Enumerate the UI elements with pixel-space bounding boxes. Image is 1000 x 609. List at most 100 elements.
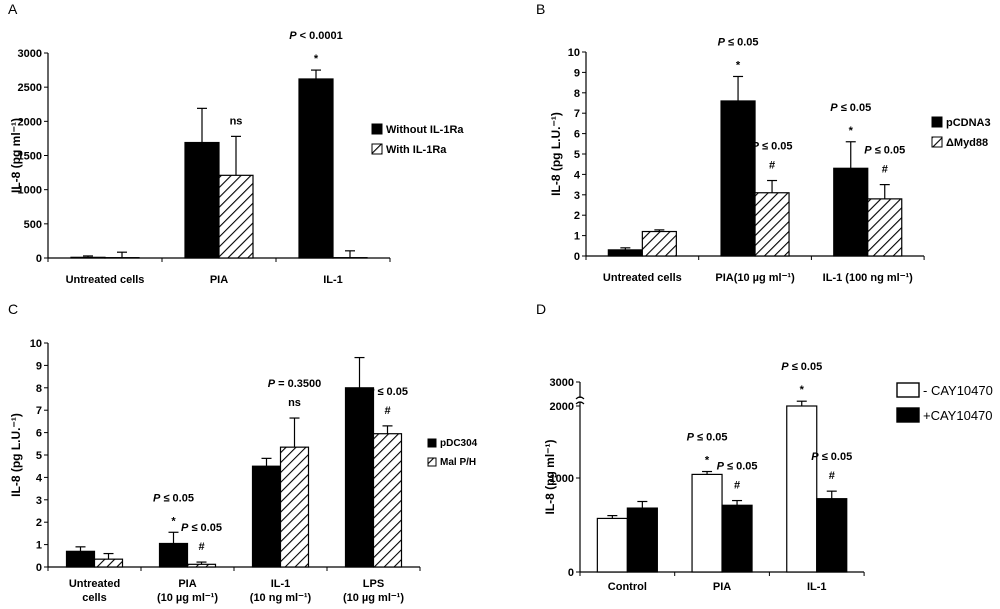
x-category-label: cells: [82, 592, 106, 604]
x-category-label: Untreated cells: [603, 272, 682, 284]
panel-a-chart: A 0 500 1000 1500 2000 2500 3000 IL-8 (pg ml⁻¹) U…: [8, 1, 464, 286]
y-tick-label: 10: [30, 338, 42, 350]
y-tick-label: 9: [574, 67, 580, 79]
legend-swatch: [371, 123, 383, 135]
significance-annotation: #: [198, 541, 204, 553]
x-category-label: LPS: [363, 578, 384, 590]
y-tick-label: 8: [36, 383, 42, 395]
legend-label: pCDNA3: [946, 117, 991, 129]
legend-swatch: [896, 407, 920, 423]
bar-mal-p-h: [93, 558, 124, 568]
significance-annotation: *: [849, 125, 854, 137]
bar-pcdna3: [833, 167, 869, 257]
significance-annotation: *: [736, 59, 741, 71]
legend-swatch: [931, 116, 943, 128]
significance-annotation: P ≤ 0.05: [752, 141, 793, 153]
y-tick-label: 0: [36, 562, 42, 574]
significance-annotation: *: [314, 53, 319, 65]
bar--cay10470: [721, 504, 753, 573]
y-tick-label: 0: [574, 251, 580, 263]
y-axis-label: IL-8 (pg L.U.⁻¹): [549, 112, 563, 196]
y-tick-label: 1000: [550, 473, 574, 485]
bar--cay10470: [786, 405, 818, 573]
y-tick-label: 1000: [18, 185, 42, 197]
x-category-label: Untreated cells: [66, 274, 145, 286]
bar-pdc304: [344, 387, 375, 568]
significance-annotation: P ≤ 0.05: [367, 386, 408, 398]
legend-swatch: [931, 136, 943, 148]
y-tick-label: 3000: [18, 48, 42, 60]
bar-pcdna3: [720, 100, 756, 257]
bar--myd88: [867, 198, 903, 257]
significance-annotation: #: [829, 470, 835, 482]
bar-with-il-1ra: [218, 174, 254, 259]
legend-label: +CAY10470: [923, 408, 993, 423]
y-tick-label: 0: [36, 253, 42, 265]
significance-annotation: P ≤ 0.05: [181, 522, 222, 534]
legend-label: Without IL-1Ra: [386, 124, 464, 136]
y-tick-label: 3: [574, 190, 580, 202]
y-axis-label: IL-8 (pg L.U.⁻¹): [9, 413, 23, 497]
significance-annotation: P = 0.3500: [268, 378, 322, 390]
significance-annotation: P ≤ 0.05: [687, 432, 728, 444]
significance-annotation: P ≤ 0.05: [864, 145, 905, 157]
significance-annotation: *: [705, 455, 710, 467]
y-tick-label: 4: [36, 472, 43, 484]
bar--myd88: [754, 192, 790, 257]
y-tick-label: 10: [568, 47, 580, 59]
panel-b-chart: B 0 1 2 3 4 5 6 7 8 9 10 IL-8 (pg L.U.⁻¹) Untreated c…: [536, 1, 991, 284]
legend-swatch: [896, 382, 920, 398]
bar--cay10470: [626, 507, 658, 573]
y-tick-label: 6: [36, 428, 42, 440]
x-category-label: IL-1: [271, 578, 291, 590]
panel-letter: B: [536, 1, 545, 17]
panel-letter: A: [8, 1, 18, 17]
bar-without-il-1ra: [298, 78, 334, 259]
bar--cay10470: [691, 473, 723, 573]
panel-letter: C: [8, 301, 18, 317]
significance-annotation: P < 0.0001: [289, 30, 343, 42]
y-tick-label: 3: [36, 495, 42, 507]
axis-break-mark: [575, 396, 585, 400]
significance-annotation: ns: [288, 397, 301, 409]
x-category-label: IL-1: [323, 274, 343, 286]
legend-label: - CAY10470: [923, 383, 993, 398]
bar--cay10470: [596, 517, 628, 573]
legend-label: Mal P/H: [440, 457, 476, 468]
y-tick-label: 1: [574, 231, 580, 243]
significance-annotation: #: [734, 480, 740, 492]
x-category-label: (10 ng ml⁻¹): [250, 592, 312, 604]
legend-swatch: [371, 143, 383, 155]
y-tick-label: 500: [24, 219, 42, 231]
bar-pdc304: [65, 550, 96, 568]
bar-without-il-1ra: [70, 256, 106, 259]
bar--myd88: [641, 230, 677, 257]
y-tick-label: 7: [36, 405, 42, 417]
y-tick-label: 6: [574, 129, 580, 141]
y-tick-label: 7: [574, 108, 580, 120]
x-category-label: (10 µg ml⁻¹): [157, 592, 218, 604]
legend-swatch: [427, 438, 437, 448]
bar-pdc304: [158, 542, 189, 568]
significance-annotation: *: [800, 384, 805, 396]
panel-letter: D: [536, 301, 546, 317]
x-category-label: IL-1 (100 ng ml⁻¹): [823, 272, 913, 284]
y-tick-label: 2: [36, 517, 42, 529]
x-category-label: IL-1: [807, 581, 827, 593]
x-category-label: Control: [608, 581, 647, 593]
legend-label: With IL-1Ra: [386, 144, 447, 156]
bar-mal-p-h: [279, 446, 310, 568]
y-tick-label: 3000: [550, 377, 574, 389]
y-tick-label: 2: [574, 210, 580, 222]
legend-swatch: [427, 457, 437, 467]
y-tick-label: 5: [574, 149, 580, 161]
x-category-label: PIA: [178, 578, 196, 590]
bar-pdc304: [251, 465, 282, 568]
y-axis-label: IL-8 (pg ml⁻¹): [9, 118, 23, 193]
significance-annotation: P ≤ 0.05: [781, 361, 822, 373]
x-category-label: Untreated: [69, 578, 120, 590]
y-tick-label: 1500: [18, 151, 42, 163]
x-category-label: PIA(10 µg ml⁻¹): [715, 272, 795, 284]
x-category-label: PIA: [713, 581, 731, 593]
